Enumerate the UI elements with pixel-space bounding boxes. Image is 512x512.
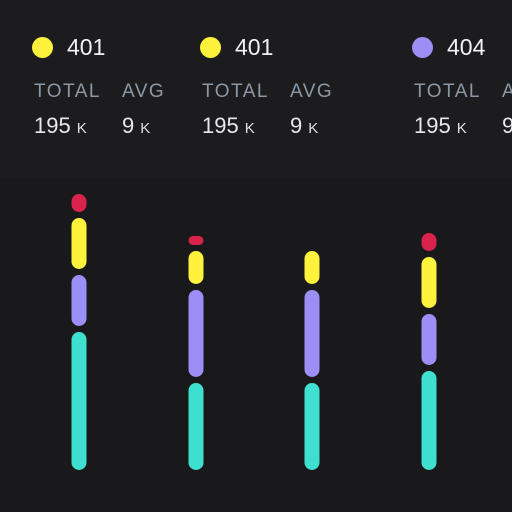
legend-item-401-a[interactable]: 401 TOTAL AVG 195 K 9 K (30, 30, 220, 139)
bar-segment-3-2[interactable] (421, 257, 437, 308)
bar-segment-2-2[interactable] (304, 251, 320, 284)
avg-unit: K (140, 120, 151, 137)
bar-segment-2-0[interactable] (304, 383, 320, 470)
bar-segment-2-1[interactable] (304, 290, 320, 377)
plot-area (0, 178, 512, 512)
legend-item-401-b[interactable]: 401 TOTAL AVG 195 K 9 K (198, 30, 388, 139)
total-unit: K (244, 120, 255, 137)
stacked-bar-chart (71, 194, 437, 470)
avg-unit: K (308, 120, 319, 137)
total-label: TOTAL (34, 81, 101, 102)
bar-segment-0-2[interactable] (71, 218, 87, 269)
total-label: TOTAL (202, 81, 269, 102)
bar-segment-1-3[interactable] (188, 236, 204, 245)
status-code: 401 (67, 33, 106, 60)
total-label: TOTAL (414, 81, 481, 102)
avg-label: A (502, 81, 512, 102)
avg-value: 9 (502, 113, 512, 138)
bar-segment-1-0[interactable] (188, 383, 204, 470)
avg-value: 9 (290, 113, 303, 138)
avg-label: AVG (122, 81, 166, 102)
legend-dot-icon (412, 36, 433, 58)
bar-segment-3-0[interactable] (421, 371, 437, 470)
legend-item-404[interactable]: 404 TOTAL A 195 K 9 (410, 30, 512, 139)
bar-segment-3-3[interactable] (421, 233, 437, 251)
status-code: 404 (447, 33, 486, 60)
bar-segment-0-1[interactable] (71, 275, 87, 326)
total-value: 195 (414, 113, 451, 138)
total-unit: K (76, 120, 87, 137)
bar-segment-0-0[interactable] (71, 332, 87, 470)
bar-segment-1-2[interactable] (188, 251, 204, 284)
status-code: 401 (235, 33, 274, 60)
legend-dot-icon (200, 36, 221, 58)
bar-segment-1-1[interactable] (188, 290, 204, 377)
total-value: 195 (202, 113, 239, 138)
bar-segment-0-3[interactable] (71, 194, 87, 212)
avg-label: AVG (290, 81, 334, 102)
bar-segment-3-1[interactable] (421, 314, 437, 365)
total-value: 195 (34, 113, 71, 138)
legend: 401 TOTAL AVG 195 K 9 K 401 TOTAL AVG 195 K 9 K (0, 0, 512, 175)
avg-value: 9 (122, 113, 135, 138)
total-unit: K (456, 120, 467, 137)
legend-dot-icon (32, 36, 53, 58)
